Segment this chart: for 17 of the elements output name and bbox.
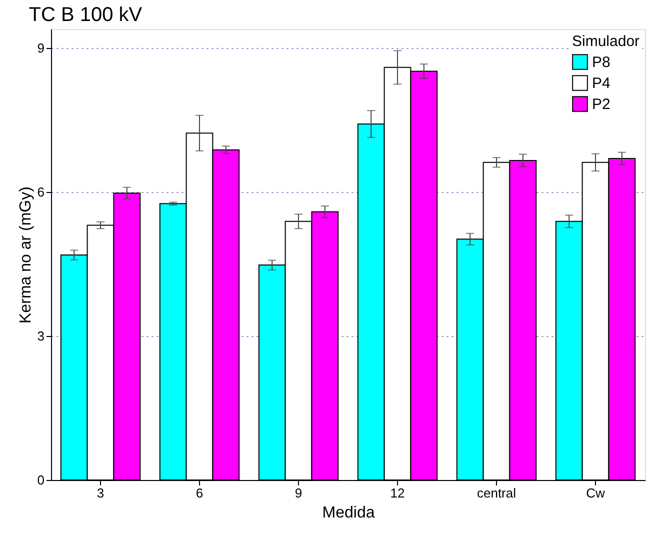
y-tick-label: 3 (37, 328, 44, 344)
x-axis-title: Medida (322, 504, 375, 522)
y-axis-title: Kerma no ar (mGy) (17, 186, 34, 324)
x-tick-label: 12 (390, 486, 405, 500)
y-tick-label: 9 (37, 40, 44, 56)
legend-label: P2 (592, 96, 610, 113)
chart-title: TC B 100 kV (28, 4, 143, 26)
x-tick-label: central (476, 486, 516, 500)
x-tick-label: 9 (294, 486, 302, 500)
legend-title: Simulador (572, 33, 640, 50)
x-tick-label: Cw (586, 486, 606, 500)
x-tick-label: 3 (96, 486, 104, 500)
legend-label: P4 (592, 75, 610, 92)
y-tick-label: 0 (37, 472, 44, 488)
y-tick-label: 6 (37, 184, 44, 200)
x-tick-label: 6 (196, 486, 204, 500)
legend-label: P8 (592, 54, 610, 71)
